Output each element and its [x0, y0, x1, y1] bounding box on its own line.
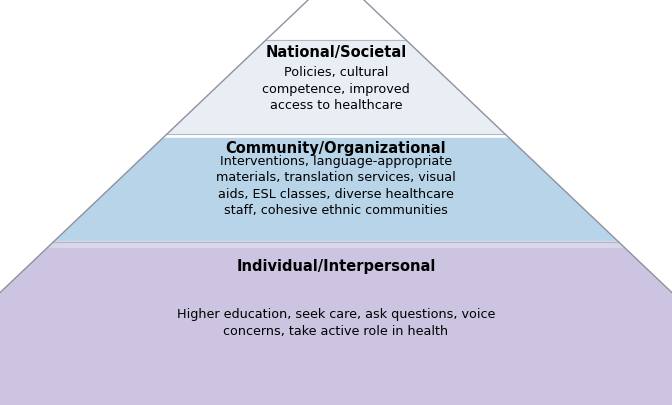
- Polygon shape: [48, 241, 624, 247]
- Text: Higher education, seek care, ask questions, voice
concerns, take active role in : Higher education, seek care, ask questio…: [177, 308, 495, 338]
- Text: Interventions, language-appropriate
materials, translation services, visual
aids: Interventions, language-appropriate mate…: [216, 155, 456, 217]
- Text: Individual/Interpersonal: Individual/Interpersonal: [237, 259, 435, 274]
- Text: National/Societal: National/Societal: [265, 45, 407, 60]
- Text: Community/Organizational: Community/Organizational: [226, 141, 446, 156]
- Polygon shape: [0, 247, 672, 405]
- Text: Policies, cultural
competence, improved
access to healthcare: Policies, cultural competence, improved …: [262, 66, 410, 112]
- Polygon shape: [167, 40, 505, 134]
- Polygon shape: [53, 138, 619, 242]
